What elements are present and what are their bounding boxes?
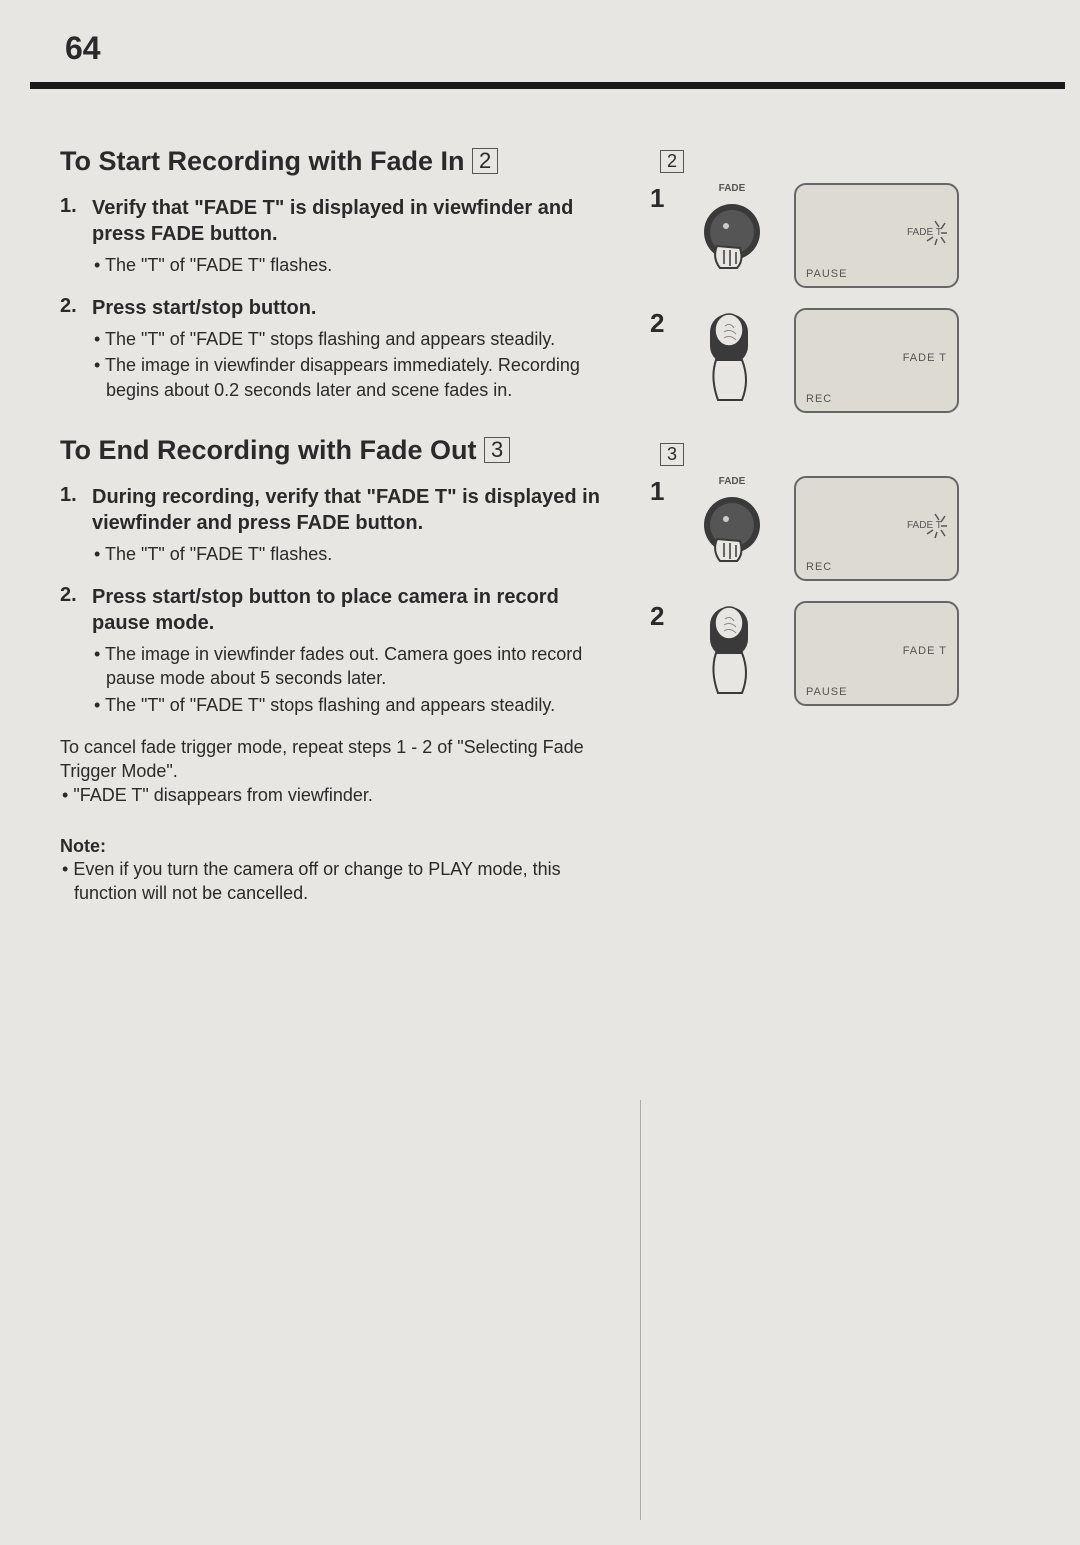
start-stop-button-icon: [682, 601, 782, 701]
bullet-text: "FADE T" disappears from viewfinder.: [60, 783, 620, 807]
diagram-ref: 2: [660, 150, 684, 173]
bullet-text: The "T" of "FADE T" flashes.: [92, 542, 620, 566]
left-column: To Start Recording with Fade In 2 1. Ver…: [60, 145, 620, 907]
diagram-step-number: 1: [650, 183, 670, 214]
section-a-step2: 2. Press start/stop button. The "T" of "…: [60, 295, 620, 404]
diagram-ref: 3: [660, 443, 684, 466]
step-heading: During recording, verify that "FADE T" i…: [92, 484, 620, 536]
step-number: 1.: [60, 195, 92, 279]
fade-t-label: FADE T: [903, 352, 947, 364]
section-b-ref: 3: [484, 437, 510, 463]
diagram-group-2: 2 1 FADE PAUSE: [650, 150, 1040, 413]
diagram-step-number: 1: [650, 476, 670, 507]
step-body: During recording, verify that "FADE T" i…: [92, 484, 620, 568]
screen-status: PAUSE: [806, 686, 847, 698]
icon-label: FADE: [719, 476, 746, 487]
content-area: To Start Recording with Fade In 2 1. Ver…: [60, 145, 1040, 907]
section-b-title-text: To End Recording with Fade Out: [60, 435, 476, 465]
step-heading: Verify that "FADE T" is displayed in vie…: [92, 195, 620, 247]
fade-t-label: FADE T: [907, 227, 942, 238]
viewfinder-screen: PAUSE FADE T: [794, 183, 959, 288]
step-body: Press start/stop button. The "T" of "FAD…: [92, 295, 620, 404]
bullet-text: The image in viewfinder disappears immed…: [92, 353, 620, 402]
right-column: 2 1 FADE PAUSE: [650, 145, 1040, 907]
note-heading: Note:: [60, 836, 620, 857]
diagram-step-number: 2: [650, 601, 670, 632]
section-b-title: To End Recording with Fade Out 3: [60, 434, 620, 468]
diagram-row: 2 REC FADE T: [650, 308, 1040, 413]
step-number: 1.: [60, 484, 92, 568]
diagram-group-3: 3 1 FADE REC: [650, 443, 1040, 706]
hand-press-dial-icon: [692, 489, 772, 569]
start-stop-button-icon: [682, 308, 782, 408]
viewfinder-screen: REC FADE T: [794, 308, 959, 413]
viewfinder-screen: REC FADE T: [794, 476, 959, 581]
step-body: Press start/stop button to place camera …: [92, 584, 620, 719]
icon-label: FADE: [719, 183, 746, 194]
step-heading: Press start/stop button.: [92, 295, 620, 321]
screen-status: REC: [806, 561, 832, 573]
horizontal-rule: [30, 82, 1065, 89]
fade-button-icon: FADE: [682, 476, 782, 569]
fade-t-label: FADE T: [907, 520, 942, 531]
screen-status: PAUSE: [806, 268, 847, 280]
section-a-title: To Start Recording with Fade In 2: [60, 145, 620, 179]
flash-indicator-icon: FADE T: [907, 217, 949, 258]
diagram-step-number: 2: [650, 308, 670, 339]
step-number: 2.: [60, 584, 92, 719]
bullet-text: The "T" of "FADE T" stops flashing and a…: [92, 693, 620, 717]
bullet-text: The "T" of "FADE T" stops flashing and a…: [92, 327, 620, 351]
fade-t-label: FADE T: [903, 645, 947, 657]
step-body: Verify that "FADE T" is displayed in vie…: [92, 195, 620, 279]
section-a-step1: 1. Verify that "FADE T" is displayed in …: [60, 195, 620, 279]
hand-press-dial-icon: [692, 196, 772, 276]
bullet-text: The "T" of "FADE T" flashes.: [92, 253, 620, 277]
thumb-press-button-icon: [692, 308, 772, 408]
section-b-step2: 2. Press start/stop button to place came…: [60, 584, 620, 719]
diagram-row: 1 FADE PAUSE FADE T: [650, 183, 1040, 288]
step-heading: Press start/stop button to place camera …: [92, 584, 620, 636]
diagram-row: 2 PAUSE FADE T: [650, 601, 1040, 706]
section-b-step1: 1. During recording, verify that "FADE T…: [60, 484, 620, 568]
section-a-ref: 2: [472, 148, 498, 174]
viewfinder-screen: PAUSE FADE T: [794, 601, 959, 706]
vertical-divider: [640, 1100, 641, 1520]
screen-status: REC: [806, 393, 832, 405]
step-number: 2.: [60, 295, 92, 404]
section-a-title-text: To Start Recording with Fade In: [60, 146, 465, 176]
diagram-row: 1 FADE REC FADE T: [650, 476, 1040, 581]
note-bullet: Even if you turn the camera off or chang…: [60, 857, 620, 906]
thumb-press-button-icon: [692, 601, 772, 701]
fade-button-icon: FADE: [682, 183, 782, 276]
cancel-paragraph: To cancel fade trigger mode, repeat step…: [60, 735, 620, 784]
bullet-text: The image in viewfinder fades out. Camer…: [92, 642, 620, 691]
page-number: 64: [65, 30, 101, 67]
flash-indicator-icon: FADE T: [907, 510, 949, 551]
